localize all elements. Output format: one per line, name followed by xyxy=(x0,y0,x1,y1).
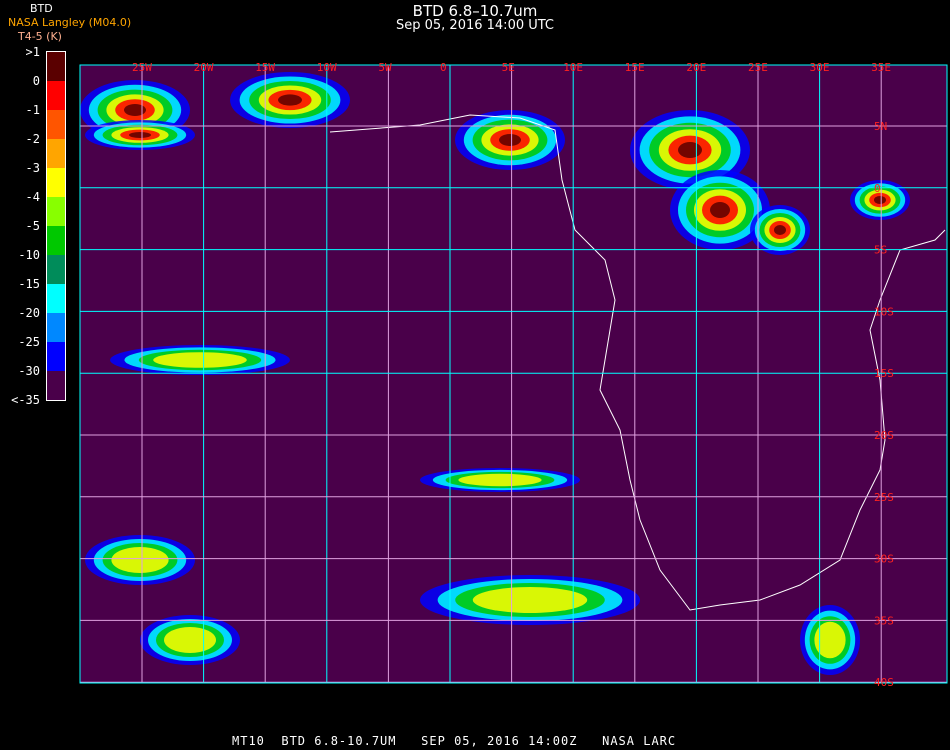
color-swatch xyxy=(47,313,65,342)
cloud-patch xyxy=(153,352,247,368)
color-scale-label: -10 xyxy=(18,248,40,262)
longitude-label: 30E xyxy=(810,61,830,74)
cloud-patch xyxy=(124,104,146,116)
map-border xyxy=(79,64,948,684)
longitude-label: 0 xyxy=(440,61,447,74)
latitude-label: 25S xyxy=(874,491,894,504)
longitude-label: 35E xyxy=(871,61,891,74)
color-swatch xyxy=(47,255,65,284)
latitude-label: 15S xyxy=(874,367,894,380)
cloud-patch xyxy=(678,142,702,158)
cloud-patch xyxy=(129,132,151,138)
cloud-patch xyxy=(774,225,786,235)
longitude-label: 20E xyxy=(686,61,706,74)
color-swatch xyxy=(47,197,65,226)
cloud-patch xyxy=(874,196,886,204)
cloud-patch xyxy=(472,587,588,613)
color-swatch xyxy=(47,342,65,371)
footer-caption: MT10 BTD 6.8-10.7UM SEP 05, 2016 14:00Z … xyxy=(232,734,677,748)
cloud-patch xyxy=(111,547,169,573)
color-scale-bar xyxy=(46,51,66,401)
image-timestamp: Sep 05, 2016 14:00 UTC xyxy=(395,18,555,33)
color-swatch xyxy=(47,110,65,139)
color-scale-label: -5 xyxy=(25,219,40,233)
color-swatch xyxy=(47,226,65,255)
cloud-patch xyxy=(164,627,216,653)
latitude-label: 35S xyxy=(874,614,894,627)
latitude-label: 10S xyxy=(874,305,894,318)
source-label: NASA Langley (M04.0) xyxy=(8,16,132,29)
longitude-label: 5E xyxy=(502,61,515,74)
latitude-label: 5S xyxy=(874,244,887,257)
cloud-field xyxy=(80,72,910,675)
color-scale-label: -20 xyxy=(18,306,40,320)
color-scale-label: >1 xyxy=(25,45,40,59)
longitude-label: 10W xyxy=(317,61,337,74)
color-swatch xyxy=(47,371,65,400)
color-scale-label: -3 xyxy=(25,161,40,175)
color-swatch xyxy=(47,139,65,168)
cloud-patch xyxy=(814,621,846,659)
latitude-label: 40S xyxy=(874,676,894,689)
image-title: BTD 6.8–10.7um xyxy=(412,2,538,20)
cloud-patch xyxy=(458,473,542,487)
longitude-label: 25W xyxy=(132,61,152,74)
longitude-label: 20W xyxy=(194,61,214,74)
color-swatch xyxy=(47,52,65,81)
longitude-label: 5W xyxy=(378,61,392,74)
cloud-patch xyxy=(278,94,302,106)
color-scale-label: -25 xyxy=(18,335,40,349)
color-swatch xyxy=(47,81,65,110)
color-scale-label: -30 xyxy=(18,364,40,378)
color-scale-label: <-35 xyxy=(11,393,40,407)
color-swatch xyxy=(47,284,65,313)
units-label: T4-5 (K) xyxy=(18,30,62,43)
lat-lon-grid xyxy=(79,64,948,684)
product-label: BTD xyxy=(30,2,53,15)
latitude-label: 5N xyxy=(874,120,887,133)
latitude-label: 20S xyxy=(874,429,894,442)
longitude-label: 15E xyxy=(625,61,645,74)
longitude-label: 25E xyxy=(748,61,768,74)
cloud-patch xyxy=(710,202,730,218)
cloud-patch xyxy=(499,134,521,146)
longitude-label: 10E xyxy=(563,61,583,74)
color-scale-label: -4 xyxy=(25,190,40,204)
color-scale-label: -15 xyxy=(18,277,40,291)
coastline-africa xyxy=(329,114,946,611)
color-scale-label: -2 xyxy=(25,132,40,146)
longitude-label: 15W xyxy=(255,61,275,74)
latitude-label: 30S xyxy=(874,553,894,566)
color-scale-label: -1 xyxy=(25,103,40,117)
color-scale-label: 0 xyxy=(32,74,40,88)
color-swatch xyxy=(47,168,65,197)
latitude-label: 0 xyxy=(874,182,881,195)
